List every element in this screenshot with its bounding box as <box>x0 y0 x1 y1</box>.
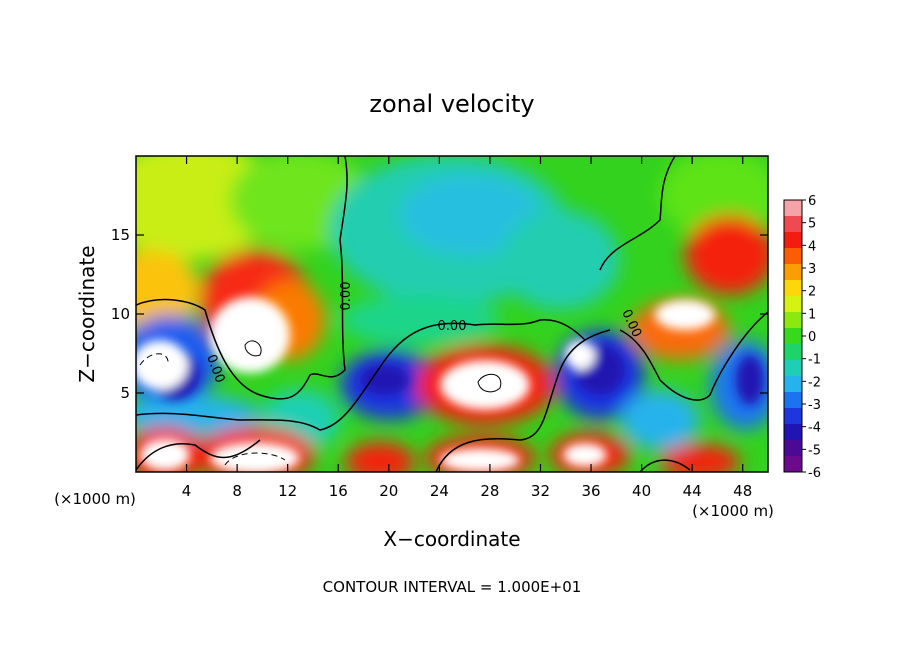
colorbar-segment <box>784 280 802 297</box>
colorbar-segment <box>784 360 802 377</box>
contour-label: 0.00 <box>438 319 467 334</box>
colorbar-tick-label: 4 <box>808 239 816 254</box>
colorbar-segment <box>784 328 802 345</box>
colorbar-segment <box>784 440 802 457</box>
x-tick-label: 16 <box>329 482 348 500</box>
colorbar-segment <box>784 296 802 313</box>
colorbar-segment <box>784 200 802 217</box>
x-tick-label: 36 <box>581 482 600 500</box>
chart-title: zonal velocity <box>369 90 534 118</box>
colorbar-segment <box>784 216 802 233</box>
x-tick-label: 32 <box>531 482 550 500</box>
colorbar-tick-label: 1 <box>808 307 816 322</box>
x-left-unit-label: (×1000 m) <box>54 490 136 508</box>
colorbar-tick-label: -1 <box>808 353 821 368</box>
colorbar-tick-label: 2 <box>808 285 816 300</box>
contour-label: 0.00 <box>339 282 354 311</box>
x-tick-label: 44 <box>683 482 702 500</box>
x-axis-label: X−coordinate <box>383 527 520 551</box>
y-axis: 5 10 15 <box>111 226 768 402</box>
x-tick-label: 28 <box>480 482 499 500</box>
colorbar-segment <box>784 264 802 281</box>
y-axis-label: Z−coordinate <box>75 245 99 382</box>
colorbar-tick-label: 6 <box>808 194 816 209</box>
contour-interval-note: CONTOUR INTERVAL = 1.000E+01 <box>323 578 582 596</box>
zero-contours <box>136 156 768 472</box>
colorbar-segment <box>784 232 802 249</box>
colorbar-segment <box>784 376 802 393</box>
colorbar: 6 5 4 3 2 1 0 -1 -2 -3 -4 -5 -6 <box>783 194 821 481</box>
velocity-field <box>136 156 768 472</box>
x-tick-label: 12 <box>278 482 297 500</box>
colorbar-segment <box>784 312 802 329</box>
x-tick-label: 40 <box>632 482 651 500</box>
colorbar-segment <box>784 392 802 409</box>
x-tick-label: 24 <box>430 482 449 500</box>
colorbar-segment <box>784 408 802 425</box>
colorbar-segment <box>784 248 802 265</box>
y-tick-label: 5 <box>120 384 130 402</box>
y-tick-label: 15 <box>111 226 130 244</box>
colorbar-segment <box>784 344 802 361</box>
x-tick-label: 48 <box>733 482 752 500</box>
x-axis: 4 8 12 16 20 24 28 32 36 40 44 48 <box>182 156 752 500</box>
colorbar-tick-label: 0 <box>808 330 816 345</box>
colorbar-segment <box>784 456 802 473</box>
colorbar-tick-label: -4 <box>808 421 821 436</box>
colorbar-tick-label: -5 <box>808 443 821 458</box>
x-tick-label: 20 <box>379 482 398 500</box>
colorbar-tick-label: -6 <box>808 466 821 481</box>
colorbar-tick-label: -3 <box>808 398 821 413</box>
colorbar-tick-label: 3 <box>808 262 816 277</box>
x-tick-label: 8 <box>232 482 242 500</box>
colorbar-tick-label: 5 <box>808 217 816 232</box>
y-tick-label: 10 <box>111 305 130 323</box>
x-right-unit-label: (×1000 m) <box>692 502 774 520</box>
x-tick-label: 4 <box>182 482 192 500</box>
colorbar-tick-label: -2 <box>808 375 821 390</box>
colorbar-segment <box>784 424 802 441</box>
